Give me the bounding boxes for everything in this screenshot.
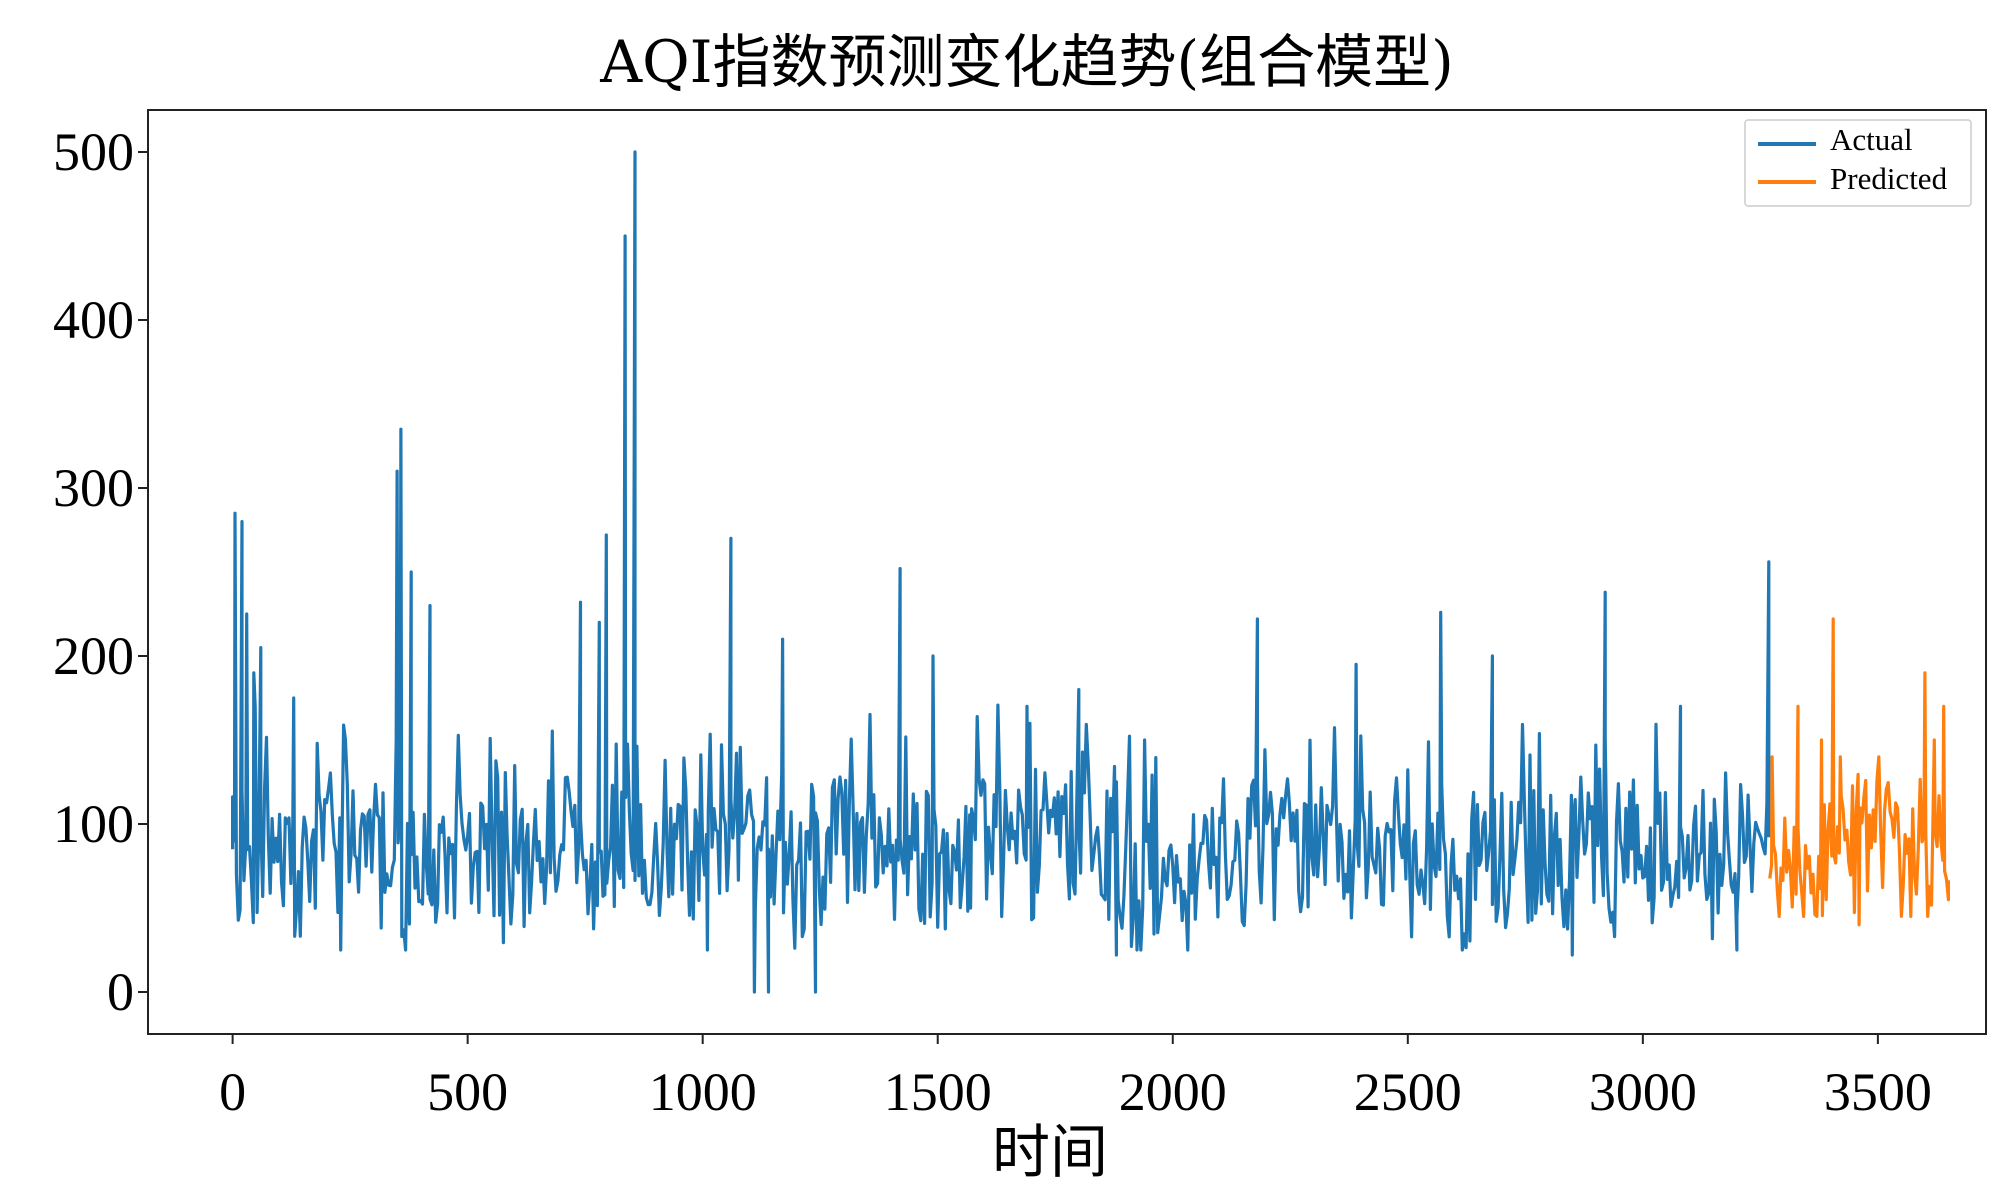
series-line-predicted — [1768, 617, 1950, 927]
x-tick-label: 2500 — [1354, 1062, 1462, 1122]
y-tick-label: 0 — [107, 962, 134, 1022]
legend-label-predicted: Predicted — [1830, 161, 1948, 196]
x-axis-label: 时间 — [992, 1118, 1108, 1186]
series-layer — [231, 150, 1950, 994]
x-tick-label: 2000 — [1119, 1062, 1227, 1122]
x-tick-label: 500 — [427, 1062, 508, 1122]
y-tick-label: 300 — [53, 458, 134, 518]
x-tick-label: 1500 — [884, 1062, 992, 1122]
legend: Actual Predicted — [1744, 119, 1972, 207]
y-tick-label: 500 — [53, 122, 134, 182]
y-tick-label: 400 — [53, 290, 134, 350]
chart-title: AQI指数预测变化趋势(组合模型) — [599, 28, 1454, 96]
x-tick-label: 3000 — [1589, 1062, 1697, 1122]
ticks-layer: 0 500 1000 1500 2000 2500 3000 3500 0 100 200 300 40… — [53, 122, 1932, 1122]
legend-label-actual: Actual — [1830, 122, 1913, 157]
x-tick-label: 1000 — [649, 1062, 757, 1122]
plot-frame — [147, 109, 1987, 1035]
x-tick-label: 3500 — [1824, 1062, 1932, 1122]
y-tick-label: 200 — [53, 626, 134, 686]
legend-frame — [1744, 119, 1972, 207]
series-line-actual — [231, 150, 1771, 994]
x-tick-label: 0 — [219, 1062, 246, 1122]
y-tick-label: 100 — [53, 794, 134, 854]
